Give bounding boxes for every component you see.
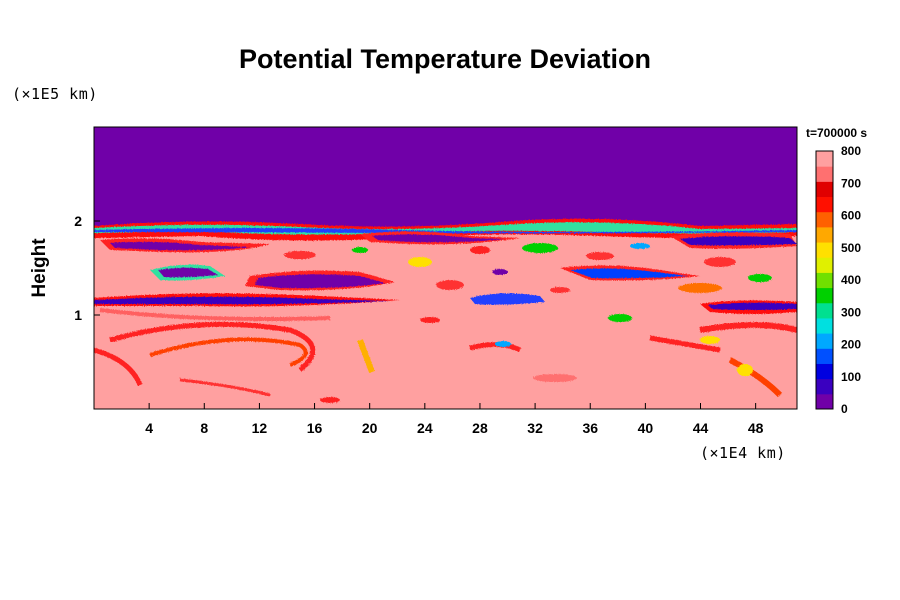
x-unit-label: (×1E4 km) [700,444,786,462]
x-tick-label: 24 [417,420,433,436]
y-tick-label: 2 [74,213,82,229]
x-tick-label: 40 [638,420,654,436]
colorbar-segment [816,317,833,334]
colorbar-tick-label: 0 [841,402,848,416]
colorbar-tick-labels: 0 100 200 300 400 500 600 700 800 [841,144,861,416]
colorbar-segment [816,151,833,167]
x-axis-ticks: 4 8 12 16 20 24 28 32 36 40 44 48 [145,403,764,436]
colorbar-segment [816,378,833,395]
colorbar-segment [816,166,833,182]
colorbar-tick-label: 700 [841,176,861,190]
y-unit-label: (×1E5 km) [12,85,98,103]
y-axis-ticks: 12 [74,213,100,323]
colorbar-segment [816,333,833,349]
colorbar-tick-label: 400 [841,273,861,287]
colorbar-segment [816,226,833,243]
colorbar-segment [816,242,833,258]
x-tick-label: 28 [472,420,488,436]
x-tick-label: 16 [307,420,323,436]
colorbar-segment [816,272,833,289]
chart-title: Potential Temperature Deviation [238,44,652,74]
x-tick-label: 44 [693,420,709,436]
colorbar-segment [816,196,833,213]
colorbar-tick-label: 500 [841,241,861,255]
colorbar-tick-label: 200 [841,338,861,352]
y-tick-label: 1 [74,307,82,323]
colorbar-segment [816,181,833,198]
colorbar-segment [816,363,833,380]
heatmap-field [94,127,797,409]
x-tick-label: 20 [362,420,378,436]
x-tick-label: 48 [748,420,764,436]
colorbar-tick-label: 800 [841,144,861,158]
plot-frame [93,126,798,410]
x-tick-label: 32 [527,420,543,436]
colorbar-segment [816,348,833,364]
colorbar-segment [816,257,833,273]
colorbar-segment [816,287,833,304]
colorbar-segment [816,393,833,410]
colorbar-tick-label: 300 [841,305,861,319]
colorbar-segment [816,211,833,228]
colorbar-frame [815,150,834,410]
x-tick-label: 36 [582,420,598,436]
x-tick-label: 8 [200,420,208,436]
colorbar [815,150,834,410]
colorbar-tick-label: 100 [841,370,861,384]
x-tick-label: 12 [252,420,268,436]
colorbar-segment [816,302,833,319]
x-tick-label: 4 [145,420,153,436]
colorbar-tick-label: 600 [841,209,861,223]
time-label: t=700000 s [806,126,868,140]
